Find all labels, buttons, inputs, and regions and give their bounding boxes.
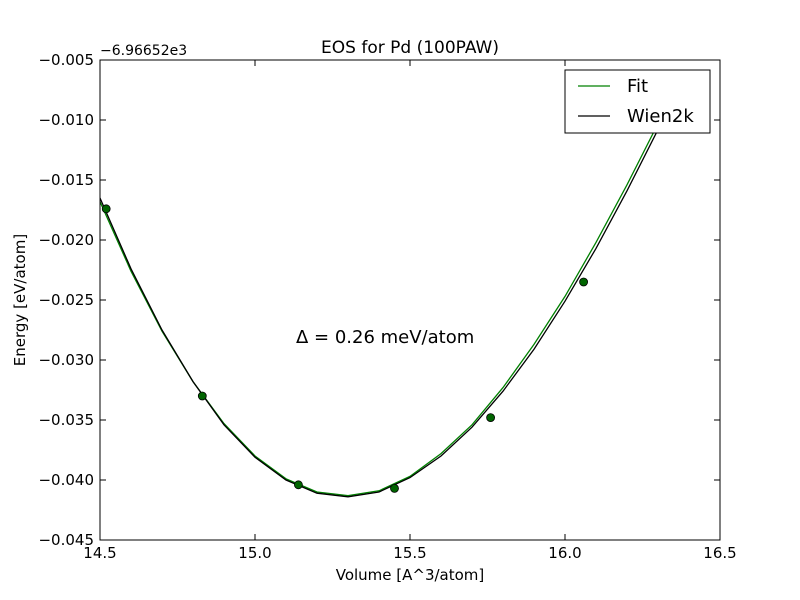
x-tick-label: 15.5 [393, 544, 426, 562]
y-tick-label: −0.040 [38, 471, 94, 489]
y-tick-label: −0.015 [38, 171, 94, 189]
y-tick-label: −0.045 [38, 531, 94, 549]
y-tick-label: −0.025 [38, 291, 94, 309]
y-tick-label: −0.005 [38, 51, 94, 69]
y-offset-label: −6.96652e3 [100, 43, 187, 59]
y-ticks: −0.045 −0.040 −0.035 −0.030 −0.025 −0.020 −0.0… [38, 51, 720, 549]
series-line-fit [100, 110, 665, 497]
legend-label-wien2k: Wien2k [627, 106, 694, 127]
data-point [197, 391, 207, 401]
legend: Fit Wien2k [564, 69, 711, 134]
data-point [101, 204, 111, 214]
x-tick-label: 15.0 [238, 544, 271, 562]
y-tick-label: −0.010 [38, 111, 94, 129]
x-axis-label: Volume [A^3/atom] [336, 566, 485, 584]
x-tick-label: 16.5 [703, 544, 736, 562]
data-point [390, 483, 399, 493]
legend-label-fit: Fit [627, 76, 648, 97]
legend-box [564, 69, 711, 134]
x-ticks: 14.5 15.0 15.5 16.0 16.5 [83, 60, 737, 562]
series-line-wien2k [100, 104, 671, 498]
y-tick-label: −0.035 [38, 411, 94, 429]
series-lines [100, 104, 671, 498]
chart-title: EOS for Pd (100PAW) [321, 38, 499, 58]
y-tick-label: −0.020 [38, 231, 94, 249]
x-tick-label: 16.0 [548, 544, 581, 562]
data-point [293, 480, 303, 490]
annotation-delta: Δ = 0.26 meV/atom [296, 327, 474, 348]
data-point [486, 413, 496, 423]
data-points [101, 204, 588, 493]
data-point [579, 277, 588, 287]
y-axis-label: Energy [eV/atom] [11, 234, 29, 366]
y-tick-label: −0.030 [38, 351, 94, 369]
x-tick-label: 14.5 [83, 544, 116, 562]
